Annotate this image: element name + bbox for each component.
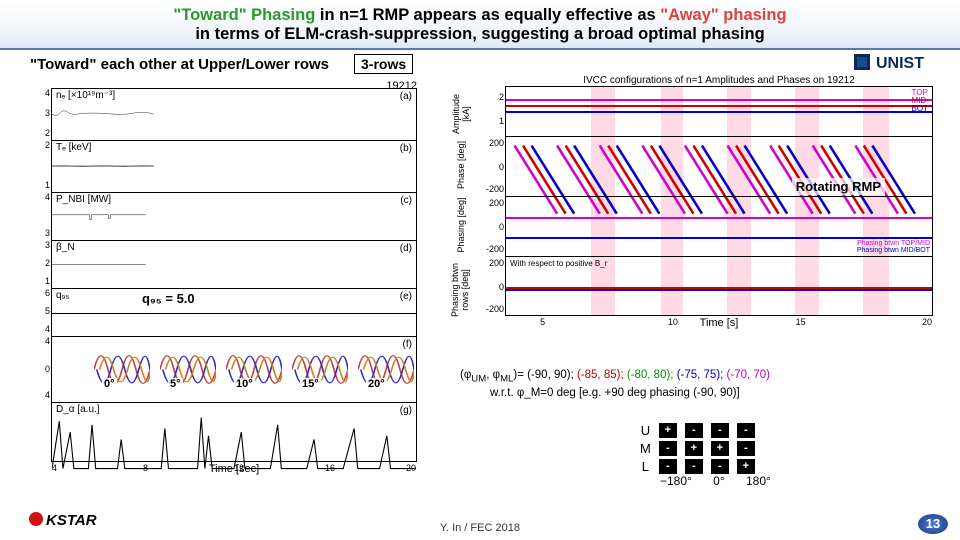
title-away: "Away" phasing xyxy=(660,6,786,24)
title-toward: "Toward" Phasing xyxy=(173,6,315,24)
amplitude-panel: 21 TOP MID BOT xyxy=(505,86,933,136)
q95-annotation: q₉₅ = 5.0 xyxy=(142,291,195,306)
footer-text: Y. In / FEC 2018 xyxy=(0,522,960,534)
uml-sign-table: U+--- M-++- L---+ xyxy=(635,420,760,476)
panel-f: (f) 404 0° 5° 10° 15° 20° xyxy=(51,336,417,402)
badge-3rows: 3-rows xyxy=(354,54,413,74)
panel-c: P_NBI [MW] (c) 43 xyxy=(51,192,417,240)
panel-d: β_N (d) 321 xyxy=(51,240,417,288)
subtitle: "Toward" each other at Upper/Lower rows xyxy=(30,56,329,73)
phasing-panel: 2000-200 Phasing btwn TOP/MID Phasing bt… xyxy=(505,196,933,256)
unist-logo: UNIST xyxy=(854,48,954,76)
right-config-panel: IVCC configurations of n=1 Amplitudes an… xyxy=(445,78,945,358)
right-title: IVCC configurations of n=1 Amplitudes an… xyxy=(505,75,933,86)
panel-g: D_α [a.u.] (g) Time [sec] 4 8 12 16 20 xyxy=(51,402,417,462)
phasing-pairs-text: (φUM, φML)= (-90, 90); (-85, 85); (-80, … xyxy=(460,368,770,401)
panel-a: nₑ [×10¹⁹m⁻³] (a) 4 3 2 xyxy=(51,88,417,140)
phasing-btwn-panel: 2000-200 With respect to positive B_r Ti… xyxy=(505,256,933,316)
uml-degrees: −180° 0° 180° xyxy=(660,474,771,488)
panel-e: q₉₅ (e) 654 q₉₅ = 5.0 xyxy=(51,288,417,336)
svg-text:UNIST: UNIST xyxy=(876,55,924,72)
slide-number: 13 xyxy=(918,514,948,534)
panel-b: Tₑ [keV] (b) 21 xyxy=(51,140,417,192)
left-timeseries-panel: 19212 nₑ [×10¹⁹m⁻³] (a) 4 3 2 Tₑ [keV] (… xyxy=(23,82,423,496)
slide-title: "Toward" Phasing in n=1 RMP appears as e… xyxy=(0,0,960,50)
rotating-rmp-label: Rotating RMP xyxy=(792,178,885,195)
